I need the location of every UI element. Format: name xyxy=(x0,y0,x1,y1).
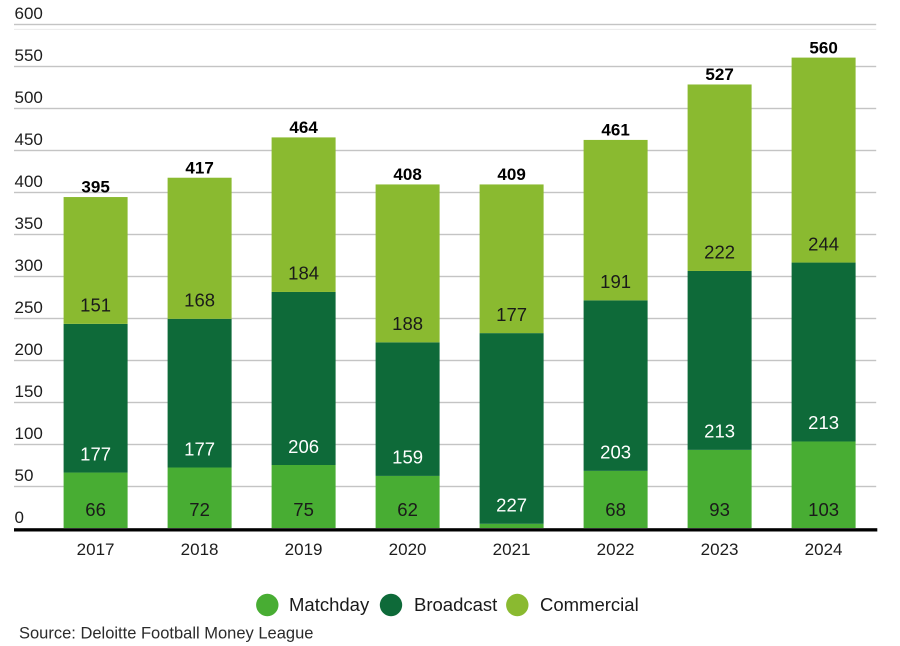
svg-text:2024: 2024 xyxy=(805,540,843,559)
svg-text:227: 227 xyxy=(496,495,527,516)
svg-text:184: 184 xyxy=(288,263,319,284)
svg-text:461: 461 xyxy=(601,121,629,140)
svg-text:159: 159 xyxy=(392,447,423,468)
svg-text:527: 527 xyxy=(705,65,733,84)
svg-text:244: 244 xyxy=(808,233,839,254)
svg-text:66: 66 xyxy=(85,499,106,520)
svg-text:2022: 2022 xyxy=(597,540,635,559)
svg-text:2019: 2019 xyxy=(285,540,323,559)
svg-text:200: 200 xyxy=(15,340,43,359)
svg-text:500: 500 xyxy=(15,88,43,107)
svg-text:2018: 2018 xyxy=(181,540,219,559)
svg-text:191: 191 xyxy=(600,271,631,292)
svg-text:464: 464 xyxy=(289,118,318,137)
svg-text:50: 50 xyxy=(15,466,34,485)
svg-text:213: 213 xyxy=(808,412,839,433)
svg-text:350: 350 xyxy=(15,214,43,233)
svg-text:0: 0 xyxy=(15,508,24,527)
svg-text:206: 206 xyxy=(288,436,319,457)
svg-text:62: 62 xyxy=(397,499,418,520)
svg-text:177: 177 xyxy=(496,304,527,325)
svg-text:2017: 2017 xyxy=(77,540,115,559)
svg-text:151: 151 xyxy=(80,295,111,316)
svg-text:560: 560 xyxy=(809,38,837,57)
svg-text:Broadcast: Broadcast xyxy=(414,594,497,615)
svg-text:400: 400 xyxy=(15,172,43,191)
svg-text:550: 550 xyxy=(15,46,43,65)
svg-text:103: 103 xyxy=(808,499,839,520)
svg-text:93: 93 xyxy=(709,499,730,520)
svg-text:Commercial: Commercial xyxy=(540,594,639,615)
svg-text:600: 600 xyxy=(15,4,43,23)
svg-text:408: 408 xyxy=(393,165,421,184)
svg-text:Source: Deloitte Football Mone: Source: Deloitte Football Money League xyxy=(19,625,313,643)
svg-text:395: 395 xyxy=(81,178,109,197)
svg-text:222: 222 xyxy=(704,242,735,263)
svg-text:75: 75 xyxy=(293,499,314,520)
svg-text:203: 203 xyxy=(600,442,631,463)
svg-text:68: 68 xyxy=(605,499,626,520)
svg-text:250: 250 xyxy=(15,298,43,317)
svg-text:168: 168 xyxy=(184,290,215,311)
svg-text:72: 72 xyxy=(189,499,210,520)
svg-text:2021: 2021 xyxy=(493,540,531,559)
svg-text:2023: 2023 xyxy=(701,540,739,559)
svg-text:409: 409 xyxy=(497,165,525,184)
svg-text:213: 213 xyxy=(704,421,735,442)
svg-text:2020: 2020 xyxy=(389,540,427,559)
svg-text:450: 450 xyxy=(15,130,43,149)
svg-text:Matchday: Matchday xyxy=(289,594,370,615)
svg-text:188: 188 xyxy=(392,313,423,334)
svg-text:150: 150 xyxy=(15,382,43,401)
svg-text:417: 417 xyxy=(185,158,213,177)
svg-text:177: 177 xyxy=(80,443,111,464)
svg-text:300: 300 xyxy=(15,256,43,275)
svg-text:100: 100 xyxy=(15,424,43,443)
svg-text:177: 177 xyxy=(184,438,215,459)
